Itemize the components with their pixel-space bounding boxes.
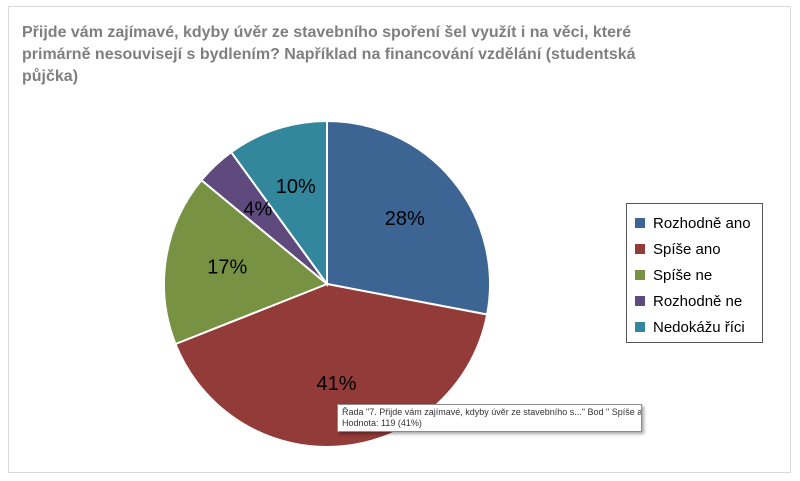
legend-item-nedokazu-rici[interactable]: Nedokážu říci: [635, 314, 762, 340]
legend-swatch: [635, 296, 645, 306]
legend-item-spise-ano[interactable]: Spíše ano: [635, 236, 762, 262]
legend-label: Spíše ne: [653, 266, 713, 284]
data-label-spise-ne: 17%: [207, 256, 247, 278]
tooltip-value-line: Hodnota: 119 (41%): [342, 418, 422, 428]
legend-swatch: [635, 322, 645, 332]
legend-swatch: [635, 244, 645, 254]
legend-item-rozhodne-ne[interactable]: Rozhodně ne: [635, 288, 762, 314]
pie-slice-nedokazu-rici[interactable]: [229, 119, 328, 288]
legend-label: Rozhodně ano: [653, 214, 751, 232]
data-label-rozhodne-ano: 28%: [385, 208, 425, 230]
legend-label: Nedokážu říci: [653, 318, 745, 336]
pie-slice-rozhodne-ano[interactable]: [326, 119, 491, 316]
data-label-rozhodne-ne: 4%: [243, 199, 272, 221]
legend-swatch: [635, 270, 645, 280]
legend-item-rozhodne-ano[interactable]: Rozhodně ano: [635, 210, 762, 236]
data-label-nedokazu-rici: 10%: [276, 176, 316, 198]
pie-slice-spise-ne[interactable]: [163, 178, 329, 346]
data-label-spise-ano: 41%: [316, 373, 356, 395]
legend-label: Rozhodně ne: [653, 292, 743, 310]
legend-item-spise-ne[interactable]: Spíše ne: [635, 262, 762, 288]
legend-label: Spíše ano: [653, 240, 721, 258]
legend: Rozhodně ano Spíše ano Spíše ne Rozhodně…: [626, 203, 763, 343]
legend-swatch: [635, 218, 645, 228]
data-point-tooltip: Řada "7. Přijde vám zajímavé, kdyby úvěr…: [337, 404, 642, 432]
chart-title: Přijde vám zajímavé, kdyby úvěr ze stave…: [22, 24, 636, 85]
tooltip-series-line: Řada "7. Přijde vám zajímavé, kdyby úvěr…: [342, 407, 642, 417]
